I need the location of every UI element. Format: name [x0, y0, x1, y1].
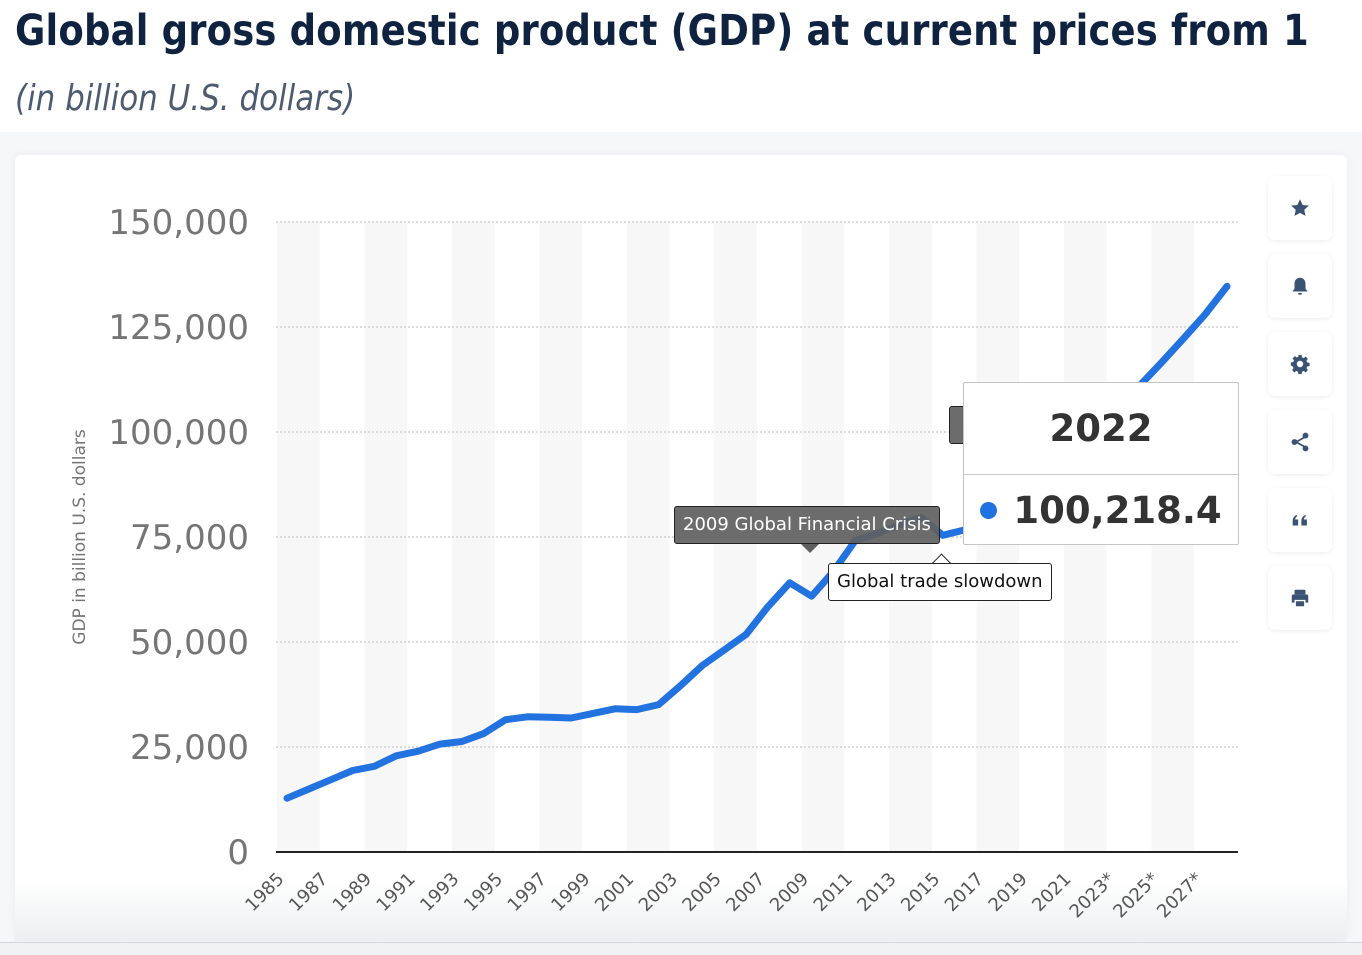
- data-point[interactable]: [1223, 283, 1230, 290]
- tooltip-value-row: 100,218.4: [964, 475, 1238, 545]
- tooltip-series-marker: [980, 501, 998, 519]
- favorite-button[interactable]: [1268, 176, 1332, 240]
- x-tick-label: 2019: [985, 869, 1032, 916]
- notification-button[interactable]: [1268, 254, 1332, 318]
- y-tick-label: 125,000: [108, 308, 249, 348]
- side-toolbar: [1268, 176, 1332, 644]
- y-tick-label: 50,000: [130, 623, 249, 663]
- y-tick-label: 25,000: [130, 728, 249, 768]
- data-point[interactable]: [415, 748, 422, 755]
- star-icon: [1291, 199, 1309, 216]
- data-point[interactable]: [1158, 359, 1165, 366]
- x-tick-label: 2015: [897, 869, 944, 916]
- annotation-trade-slowdown-label: Global trade slowdown: [837, 571, 1043, 592]
- printer-icon: [1291, 589, 1309, 607]
- data-point[interactable]: [327, 776, 334, 783]
- settings-button[interactable]: [1268, 332, 1332, 396]
- data-point[interactable]: [546, 714, 553, 721]
- x-tick-label: 2005: [678, 869, 725, 916]
- x-tick-label: 2013: [853, 869, 900, 916]
- x-tick-label: 2007: [722, 869, 769, 916]
- data-point[interactable]: [764, 603, 771, 610]
- data-point[interactable]: [1180, 335, 1187, 342]
- tooltip-year: 2022: [964, 383, 1238, 475]
- data-point[interactable]: [721, 646, 728, 653]
- data-point[interactable]: [743, 631, 750, 638]
- x-tick-label: 1985: [241, 869, 288, 916]
- card-bottom-fade: [15, 880, 1347, 941]
- y-axis-ticks: 0 25,000 50,000 75,000 100,000 125,000 150,000: [108, 203, 249, 873]
- x-tick-label: 1991: [372, 869, 419, 916]
- data-point[interactable]: [633, 706, 640, 713]
- x-tick-label: 2023*: [1066, 869, 1120, 923]
- annotation-financial-crisis-pointer: [801, 544, 819, 553]
- data-point[interactable]: [590, 710, 597, 717]
- x-tick-label: 1997: [504, 869, 551, 916]
- x-tick-label: 1995: [460, 869, 507, 916]
- data-point[interactable]: [524, 713, 531, 720]
- x-tick-label: 2011: [810, 869, 857, 916]
- data-point[interactable]: [939, 532, 946, 539]
- share-button[interactable]: [1268, 410, 1332, 474]
- x-tick-label: 2001: [591, 869, 638, 916]
- x-tick-label: 2003: [635, 869, 682, 916]
- share-icon: [1291, 432, 1309, 452]
- x-tick-label: 2017: [941, 869, 988, 916]
- y-tick-label: 0: [227, 833, 249, 873]
- annotation-trade-slowdown: Global trade slowdown: [828, 563, 1052, 601]
- tooltip-value: 100,218.4: [1013, 488, 1222, 532]
- data-point[interactable]: [393, 752, 400, 759]
- data-point[interactable]: [611, 705, 618, 712]
- data-tooltip: 2022 100,218.4: [963, 382, 1239, 545]
- data-point[interactable]: [305, 786, 312, 793]
- y-axis-label: GDP in billion U.S. dollars: [70, 429, 90, 645]
- cite-button[interactable]: [1268, 488, 1332, 552]
- annotation-financial-crisis: 2009 Global Financial Crisis: [674, 506, 940, 544]
- x-tick-label: 1989: [329, 869, 376, 916]
- data-point[interactable]: [502, 716, 509, 723]
- data-point[interactable]: [371, 763, 378, 770]
- data-point[interactable]: [437, 741, 444, 748]
- chart-card: [15, 155, 1347, 941]
- bell-icon: [1292, 277, 1308, 295]
- x-tick-label: 2025*: [1109, 869, 1163, 923]
- chart-subtitle: (in billion U.S. dollars): [15, 78, 356, 119]
- y-tick-label: 75,000: [130, 518, 249, 558]
- data-point[interactable]: [480, 730, 487, 737]
- data-point[interactable]: [699, 662, 706, 669]
- x-tick-label: 2009: [766, 869, 813, 916]
- data-point[interactable]: [655, 701, 662, 708]
- data-point[interactable]: [1202, 311, 1209, 318]
- bottom-bar: [0, 942, 1362, 955]
- chart-title: Global gross domestic product (GDP) at c…: [15, 6, 1309, 56]
- y-tick-label: 150,000: [108, 203, 249, 243]
- data-point[interactable]: [808, 593, 815, 600]
- y-tick-label: 100,000: [108, 413, 249, 453]
- data-point[interactable]: [568, 715, 575, 722]
- print-button[interactable]: [1268, 566, 1332, 630]
- data-point[interactable]: [349, 767, 356, 774]
- data-point[interactable]: [284, 795, 291, 802]
- x-axis-ticks: 1985198719891991199319951997199920012003…: [241, 869, 1206, 923]
- x-tick-label: 1999: [547, 869, 594, 916]
- annotation-financial-crisis-label: 2009 Global Financial Crisis: [683, 514, 931, 535]
- x-tick-label: 1993: [416, 869, 463, 916]
- data-point[interactable]: [677, 682, 684, 689]
- x-tick-label: 1987: [285, 869, 332, 916]
- x-tick-label: 2027*: [1153, 869, 1207, 923]
- gear-icon: [1290, 354, 1310, 375]
- quote-icon: [1292, 514, 1307, 526]
- data-point[interactable]: [786, 579, 793, 586]
- data-point[interactable]: [458, 738, 465, 745]
